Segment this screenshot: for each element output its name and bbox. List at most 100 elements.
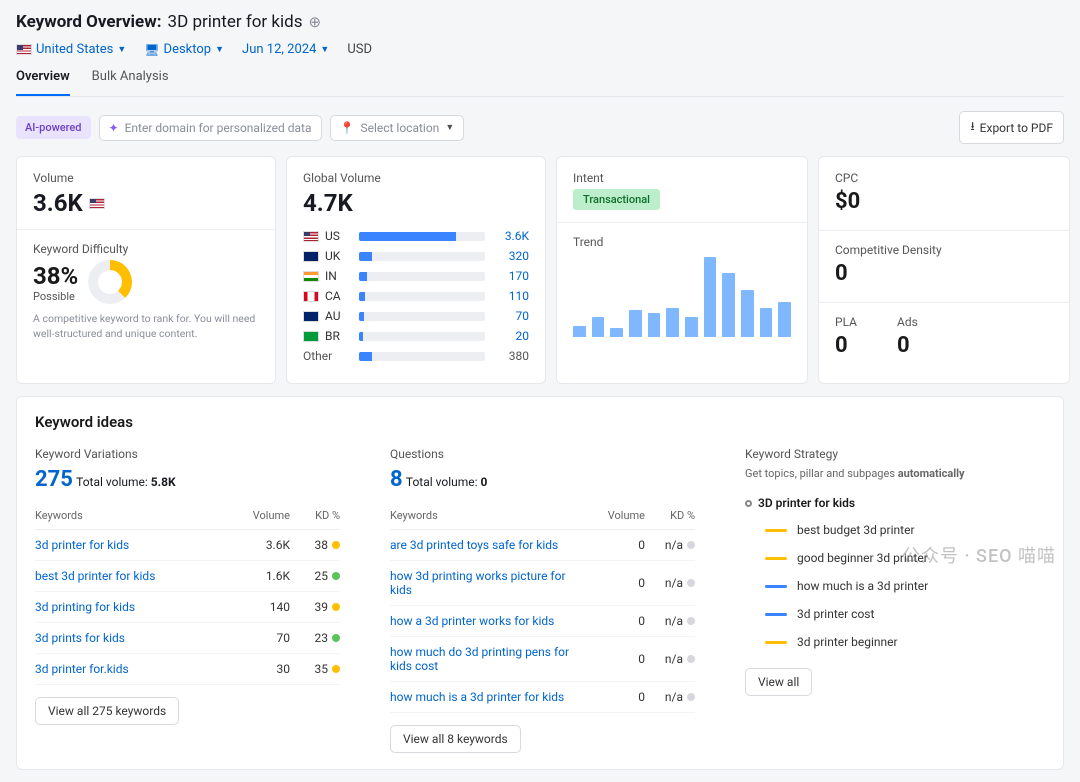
- strategy-item[interactable]: 3d printer cost: [745, 600, 1045, 628]
- sparkle-icon: ✦: [109, 121, 119, 135]
- question-row: how a 3d printer works for kids 0 n/a: [390, 606, 695, 637]
- kd-description: A competitive keyword to rank for. You w…: [33, 312, 259, 341]
- strategy-item[interactable]: best budget 3d printer: [745, 516, 1045, 544]
- keyword-link[interactable]: how much is a 3d printer for kids: [390, 690, 590, 704]
- keyword-volume: 0: [590, 538, 645, 552]
- export-pdf-button[interactable]: ⭳ Export to PDF: [959, 111, 1064, 144]
- strategy-item[interactable]: good beginner 3d printer: [745, 544, 1045, 572]
- view-all-questions-button[interactable]: View all 8 keywords: [390, 725, 521, 753]
- keyword-ideas-panel: Keyword ideas Keyword Variations 275 Tot…: [16, 396, 1064, 770]
- location-select[interactable]: 📍 Select location ▼: [330, 115, 465, 141]
- variations-count[interactable]: 275: [35, 467, 73, 492]
- global-volume-row: UK 320: [303, 249, 529, 263]
- page-header: Keyword Overview: 3D printer for kids ⊕: [16, 12, 1064, 32]
- strategy-color-bar: [765, 585, 787, 588]
- metrics-cards: Volume 3.6K Keyword Difficulty 38% Possi…: [16, 156, 1064, 384]
- country-volume[interactable]: 170: [491, 269, 529, 283]
- global-volume-label: Global Volume: [303, 171, 529, 185]
- keyword-volume: 140: [235, 600, 290, 614]
- keyword-volume: 3.6K: [235, 538, 290, 552]
- country-code: AU: [325, 309, 353, 323]
- keyword-link[interactable]: 3d printing for kids: [35, 600, 235, 614]
- keyword-volume: 0: [590, 614, 645, 628]
- question-row: are 3d printed toys safe for kids 0 n/a: [390, 530, 695, 561]
- volume-label: Volume: [33, 171, 259, 185]
- question-row: how much do 3d printing pens for kids co…: [390, 637, 695, 682]
- flag-icon: [303, 251, 319, 262]
- questions-count[interactable]: 8: [390, 467, 403, 492]
- density-label: Competitive Density: [835, 243, 1053, 257]
- country-volume[interactable]: 70: [491, 309, 529, 323]
- view-all-variations-button[interactable]: View all 275 keywords: [35, 697, 179, 725]
- keyword-link[interactable]: how a 3d printer works for kids: [390, 614, 590, 628]
- chevron-down-icon: ▼: [320, 44, 329, 55]
- date-filter[interactable]: Jun 12, 2024 ▼: [242, 42, 329, 57]
- strategy-root-keyword: 3D printer for kids: [745, 496, 1045, 510]
- keyword-ideas-title: Keyword ideas: [35, 413, 1045, 431]
- variations-label: Keyword Variations: [35, 447, 340, 461]
- intent-trend-card: Intent Transactional Trend: [556, 156, 808, 384]
- tab-overview[interactable]: Overview: [16, 69, 70, 96]
- other-value: 380: [491, 349, 529, 363]
- keyword-volume: 70: [235, 631, 290, 645]
- trend-bar: [629, 310, 642, 337]
- strategy-item[interactable]: 3d printer beginner: [745, 628, 1045, 656]
- global-volume-row: CA 110: [303, 289, 529, 303]
- strategy-item-label: 3d printer beginner: [797, 635, 898, 649]
- strategy-item-label: how much is a 3d printer: [797, 579, 928, 593]
- add-keyword-icon[interactable]: ⊕: [309, 13, 322, 31]
- variation-row: 3d printer for kids 3.6K 38: [35, 530, 340, 561]
- bullet-icon: [745, 500, 752, 507]
- variation-row: 3d printing for kids 140 39: [35, 592, 340, 623]
- volume-value: 3.6K: [33, 189, 83, 217]
- country-volume[interactable]: 20: [491, 329, 529, 343]
- country-volume[interactable]: 3.6K: [491, 229, 529, 243]
- tab-bulk-analysis[interactable]: Bulk Analysis: [92, 69, 169, 96]
- trend-bar: [610, 328, 623, 337]
- personalize-input[interactable]: ✦ Enter domain for personalized data: [99, 115, 322, 141]
- trend-chart: [573, 257, 791, 337]
- kd-label: Keyword Difficulty: [33, 242, 259, 256]
- keyword-volume: 1.6K: [235, 569, 290, 583]
- keyword-kd: n/a: [645, 614, 695, 628]
- keyword-link[interactable]: how much do 3d printing pens for kids co…: [390, 645, 590, 673]
- other-bar: [359, 352, 372, 361]
- keyword-link[interactable]: 3d printer for kids: [35, 538, 235, 552]
- keyword-link[interactable]: are 3d printed toys safe for kids: [390, 538, 590, 552]
- device-filter[interactable]: 🖥 Desktop ▼: [144, 42, 224, 57]
- flag-icon: [303, 231, 319, 242]
- view-all-strategy-button[interactable]: View all: [745, 668, 812, 696]
- desktop-icon: 🖥: [144, 43, 159, 57]
- question-row: how much is a 3d printer for kids 0 n/a: [390, 682, 695, 713]
- country-volume[interactable]: 320: [491, 249, 529, 263]
- global-volume-row: IN 170: [303, 269, 529, 283]
- global-volume-row: US 3.6K: [303, 229, 529, 243]
- country-code: BR: [325, 329, 353, 343]
- us-flag-icon: [89, 198, 105, 209]
- global-volume-value: 4.7K: [303, 189, 529, 217]
- trend-label: Trend: [573, 235, 791, 249]
- volume-card: Volume 3.6K Keyword Difficulty 38% Possi…: [16, 156, 276, 384]
- filter-bar: United States ▼ 🖥 Desktop ▼ Jun 12, 2024…: [16, 42, 1064, 57]
- keyword-link[interactable]: 3d prints for kids: [35, 631, 235, 645]
- country-code: UK: [325, 249, 353, 263]
- country-volume[interactable]: 110: [491, 289, 529, 303]
- kd-donut-chart: [88, 260, 132, 304]
- question-row: how 3d printing works picture for kids 0…: [390, 561, 695, 606]
- toolbar: AI-powered ✦ Enter domain for personaliz…: [16, 111, 1064, 144]
- pla-label: PLA: [835, 315, 857, 329]
- strategy-item[interactable]: how much is a 3d printer: [745, 572, 1045, 600]
- questions-section: Questions 8 Total volume: 0 Keywords Vol…: [390, 447, 695, 753]
- keyword-link[interactable]: 3d printer for.kids: [35, 662, 235, 676]
- pin-icon: 📍: [340, 121, 355, 135]
- country-filter[interactable]: United States ▼: [16, 42, 126, 57]
- keyword-link[interactable]: best 3d printer for kids: [35, 569, 235, 583]
- strategy-item-label: good beginner 3d printer: [797, 551, 928, 565]
- kd-possible: Possible: [33, 290, 78, 303]
- intent-value: Transactional: [573, 189, 660, 210]
- flag-icon: [303, 311, 319, 322]
- keyword-kd: 25: [290, 569, 340, 583]
- trend-bar: [573, 326, 586, 337]
- keyword-link[interactable]: how 3d printing works picture for kids: [390, 569, 590, 597]
- keyword-kd: n/a: [645, 690, 695, 704]
